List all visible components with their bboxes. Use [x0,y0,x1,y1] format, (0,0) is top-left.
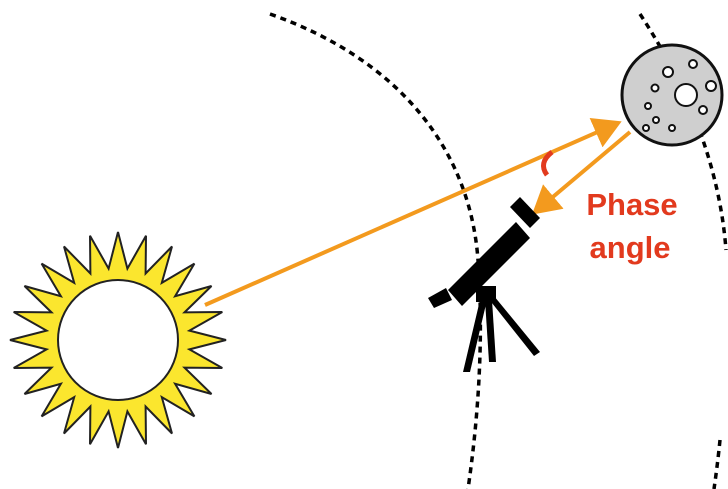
sunlight-arrow [205,123,618,305]
telescope [428,197,540,372]
orbit-inner [270,14,480,489]
label-line: angle [590,230,671,265]
sun-disk [58,280,178,400]
label-line: Phase [586,187,677,222]
diagram: Phase angle [0,0,728,489]
